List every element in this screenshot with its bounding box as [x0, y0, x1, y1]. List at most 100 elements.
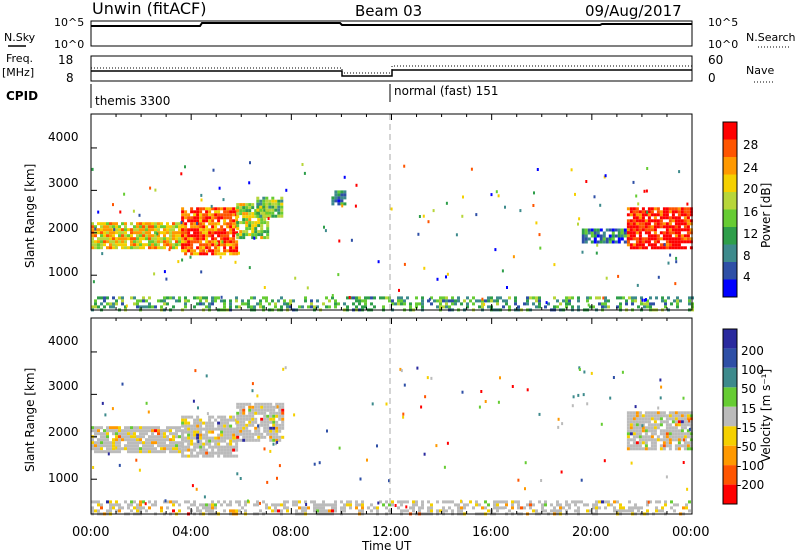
velocity-cell — [172, 509, 175, 513]
velocity-cell — [106, 509, 109, 513]
power-cell — [427, 299, 430, 303]
power-cell — [662, 216, 666, 220]
velocity-cell — [239, 438, 243, 442]
velocity-cell — [683, 441, 687, 445]
power-scatter-point — [646, 167, 649, 170]
power-cell — [106, 228, 109, 232]
power-cell — [668, 228, 672, 232]
velocity-cell — [278, 435, 282, 439]
power-scatter-point — [657, 275, 660, 279]
power-cell — [599, 234, 603, 238]
power-cell — [638, 228, 642, 232]
velocity-cell — [91, 429, 94, 433]
power-cell — [638, 213, 642, 217]
power-cell — [565, 305, 568, 309]
velocity-cell — [115, 444, 118, 448]
power-cell — [659, 213, 663, 217]
velocity-cell — [656, 411, 660, 415]
velocity-cell — [677, 435, 681, 439]
velocity-cell — [226, 436, 230, 440]
power-cell — [175, 237, 178, 241]
velocity-cell — [644, 438, 648, 442]
velocity-cell — [251, 417, 255, 421]
velocity-cell — [136, 506, 139, 510]
velocity-cell — [136, 503, 139, 507]
velocity-cell — [193, 500, 196, 504]
power-cell — [496, 296, 499, 300]
power-cell — [688, 296, 691, 300]
velocity-cell — [229, 433, 233, 437]
power-cell — [623, 240, 627, 244]
power-cell — [229, 302, 232, 306]
velocity-cell — [211, 503, 214, 507]
velocity-cell — [169, 500, 172, 504]
velocity-cell — [211, 506, 214, 510]
power-cell — [259, 208, 263, 212]
velocity-cell — [124, 432, 127, 436]
velocity-cell — [550, 503, 553, 507]
power-cell — [248, 218, 252, 222]
velocity-cell — [178, 503, 181, 507]
velocity-cell — [626, 429, 630, 433]
power-cell — [97, 240, 100, 244]
power-cell — [577, 299, 580, 303]
power-cell — [263, 230, 267, 234]
velocity-cell — [271, 509, 274, 513]
power-cell — [659, 237, 663, 241]
velocity-cell — [242, 402, 246, 406]
velocity-cell — [223, 500, 226, 504]
power-cell — [157, 234, 160, 238]
power-cell — [239, 221, 243, 225]
velocity-cell — [650, 432, 654, 436]
power-cell — [662, 237, 666, 241]
velocity-cell — [245, 414, 249, 418]
power-cell — [409, 302, 412, 306]
velocity-cell — [136, 447, 139, 451]
velocity-cell — [223, 415, 227, 419]
velocity-cell — [412, 509, 415, 513]
power-cell — [514, 299, 517, 303]
velocity-cell — [688, 500, 691, 504]
velocity-cell — [256, 503, 259, 507]
velocity-cell — [286, 506, 289, 510]
power-cell — [211, 302, 214, 306]
velocity-cell — [610, 503, 613, 507]
velocity-cell — [343, 506, 346, 510]
power-cell — [118, 243, 121, 247]
power-cell — [211, 234, 215, 238]
velocity-cell — [91, 447, 94, 451]
velocity-cell — [269, 405, 273, 409]
power-cell — [257, 230, 261, 234]
velocity-scatter-point — [121, 382, 124, 386]
power-scatter-point — [248, 181, 251, 185]
power-cell — [196, 210, 200, 214]
velocity-cell — [517, 506, 520, 510]
velocity-cell — [635, 432, 639, 436]
power-cell — [145, 231, 148, 235]
power-cell — [647, 243, 651, 247]
velocity-cell — [626, 444, 630, 448]
power-cell — [154, 237, 157, 241]
velocity-scatter-point — [194, 369, 197, 373]
power-cell — [644, 213, 648, 217]
velocity-cell — [301, 509, 304, 513]
velocity-cell — [115, 426, 118, 430]
velocity-cell — [166, 438, 169, 442]
power-cell — [242, 221, 246, 225]
power-cell — [683, 222, 687, 226]
velocity-cell — [127, 435, 130, 439]
velocity-cell — [683, 444, 687, 448]
velocity-cell — [220, 503, 223, 507]
power-cell — [629, 225, 633, 229]
power-cell — [184, 243, 188, 247]
velocity-cell — [295, 503, 298, 507]
velocity-cell — [670, 500, 673, 504]
power-cell — [271, 208, 275, 212]
power-cell — [223, 213, 227, 217]
velocity-cell — [160, 432, 163, 436]
power-cell — [274, 208, 278, 212]
power-cell — [415, 302, 418, 306]
velocity-cell — [376, 509, 379, 513]
velocity-cell — [236, 432, 240, 436]
velocity-cell — [130, 450, 133, 454]
